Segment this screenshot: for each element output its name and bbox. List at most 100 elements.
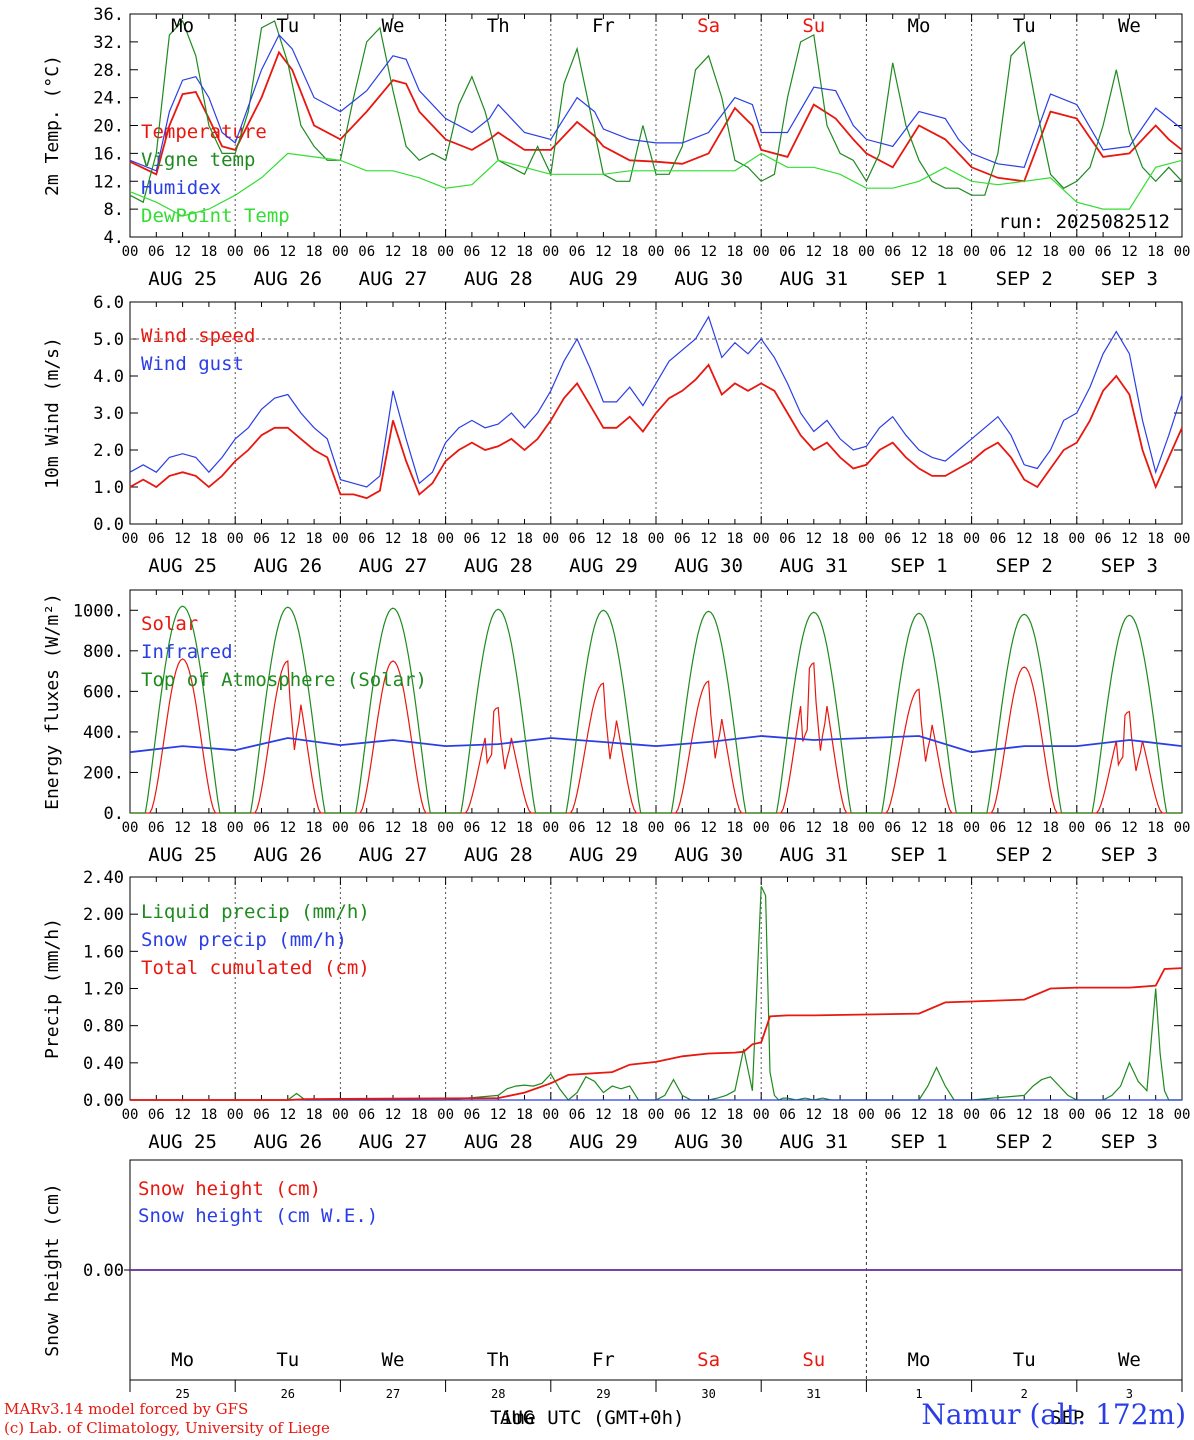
day-label: SEP 3 (1101, 1131, 1158, 1153)
hour-tick-label: 12 (385, 244, 402, 260)
hour-tick-label: 06 (569, 820, 586, 836)
hour-tick-label: 12 (174, 820, 191, 836)
y-tick-label: 0.00 (83, 1091, 124, 1111)
hour-tick-label: 06 (1095, 1107, 1112, 1123)
hour-tick-label: 12 (595, 1107, 612, 1123)
hour-tick-label: 12 (385, 1107, 402, 1123)
day-label: AUG 28 (464, 1131, 533, 1153)
time-axis-label: Time UTC (GMT+0h) (490, 1407, 684, 1429)
hour-tick-label: 00 (858, 531, 875, 547)
hour-tick-label: 18 (832, 244, 849, 260)
day-label: SEP 2 (996, 268, 1053, 290)
hour-tick-label: 00 (122, 531, 139, 547)
hour-tick-label: 06 (674, 531, 691, 547)
hour-tick-label: 06 (884, 244, 901, 260)
hour-tick-label: 12 (490, 1107, 507, 1123)
y-tick-label: 200. (83, 763, 124, 783)
hour-tick-label: 18 (621, 531, 638, 547)
hour-tick-label: 12 (595, 244, 612, 260)
hour-tick-label: 00 (122, 244, 139, 260)
hour-tick-label: 12 (911, 244, 928, 260)
y-tick-label: 1000. (73, 601, 124, 621)
legend-entry: Snow precip (mm/h) (141, 929, 347, 951)
hour-tick-label: 18 (621, 1107, 638, 1123)
y-tick-label: 2.0 (93, 441, 124, 461)
hour-tick-label: 00 (753, 820, 770, 836)
day-label: AUG 30 (674, 844, 743, 866)
hour-tick-label: 18 (1042, 1107, 1059, 1123)
hour-tick-label: 18 (306, 531, 323, 547)
hour-tick-label: 12 (279, 1107, 296, 1123)
hour-tick-label: 00 (437, 820, 454, 836)
day-label: AUG 25 (148, 844, 217, 866)
y-tick-label: 1.60 (83, 942, 124, 962)
hour-tick-label: 06 (253, 531, 270, 547)
hour-tick-label: 18 (516, 244, 533, 260)
hour-tick-label: 00 (1174, 531, 1191, 547)
day-label: AUG 31 (779, 555, 848, 577)
y-tick-label: 4. (104, 228, 124, 248)
day-label: AUG 26 (253, 844, 322, 866)
day-label: AUG 29 (569, 268, 638, 290)
hour-tick-label: 18 (516, 1107, 533, 1123)
hour-tick-label: 12 (1121, 820, 1138, 836)
hour-tick-label: 06 (779, 820, 796, 836)
hour-tick-label: 06 (884, 1107, 901, 1123)
hour-tick-label: 18 (832, 820, 849, 836)
y-tick-label: 0.0 (93, 515, 124, 535)
hour-tick-label: 12 (279, 531, 296, 547)
legend-entry: Snow height (cm W.E.) (138, 1205, 378, 1227)
y-axis-label: Precip (mm/h) (42, 918, 63, 1059)
hour-tick-label: 18 (832, 531, 849, 547)
footer-model-credit: MARv3.14 model forced by GFS (4, 1400, 249, 1418)
day-label: AUG 27 (359, 844, 428, 866)
series-line-total-cumulated-cm- (130, 967, 1183, 1101)
weekday-label: Su (802, 1349, 825, 1371)
y-tick-label: 6.0 (93, 293, 124, 313)
panel-4: 0.00 0.40 0.80 1.20 1.60 2.00 2.40 Precip (mm/h… (42, 868, 1190, 1153)
hour-tick-label: 12 (700, 244, 717, 260)
hour-tick-label: 00 (332, 1107, 349, 1123)
hour-tick-label: 18 (411, 820, 428, 836)
day-label: AUG 29 (569, 555, 638, 577)
hour-tick-label: 00 (437, 244, 454, 260)
hour-tick-label: 18 (516, 820, 533, 836)
y-tick-label: 16. (93, 144, 124, 164)
hour-tick-label: 12 (911, 820, 928, 836)
day-label: AUG 30 (674, 555, 743, 577)
hour-tick-label: 00 (332, 531, 349, 547)
day-label: AUG 25 (148, 268, 217, 290)
hour-tick-label: 06 (253, 244, 270, 260)
hour-tick-label: 12 (1121, 244, 1138, 260)
hour-tick-label: 06 (779, 531, 796, 547)
hour-tick-label: 18 (1042, 531, 1059, 547)
weekday-label: We (1118, 1349, 1141, 1371)
hour-tick-label: 18 (1042, 244, 1059, 260)
day-label: SEP 3 (1101, 555, 1158, 577)
date-axis-day: 2 (1021, 1387, 1028, 1401)
hour-tick-label: 06 (463, 531, 480, 547)
hour-tick-label: 18 (306, 820, 323, 836)
series-line-temperature (129, 50, 1183, 183)
y-tick-label: 0.40 (83, 1054, 124, 1074)
day-label: SEP 2 (996, 844, 1053, 866)
y-tick-label: 0. (104, 804, 124, 824)
hour-tick-label: 12 (385, 531, 402, 547)
day-label: AUG 31 (779, 1131, 848, 1153)
hour-tick-label: 00 (858, 244, 875, 260)
y-axis-label: Snow height (cm) (42, 1183, 63, 1356)
hour-tick-label: 12 (490, 244, 507, 260)
day-label: AUG 28 (464, 844, 533, 866)
y-tick-label: 24. (93, 89, 124, 109)
hour-tick-label: 18 (200, 820, 217, 836)
hour-tick-label: 06 (989, 244, 1006, 260)
weekday-label: Mo (171, 1349, 194, 1371)
hour-tick-label: 12 (1016, 531, 1033, 547)
weekday-label: Su (802, 15, 825, 37)
hour-tick-label: 18 (621, 820, 638, 836)
hour-tick-label: 12 (174, 244, 191, 260)
hour-tick-label: 06 (989, 1107, 1006, 1123)
y-tick-label: 4.0 (93, 367, 124, 387)
hour-tick-label: 06 (253, 820, 270, 836)
